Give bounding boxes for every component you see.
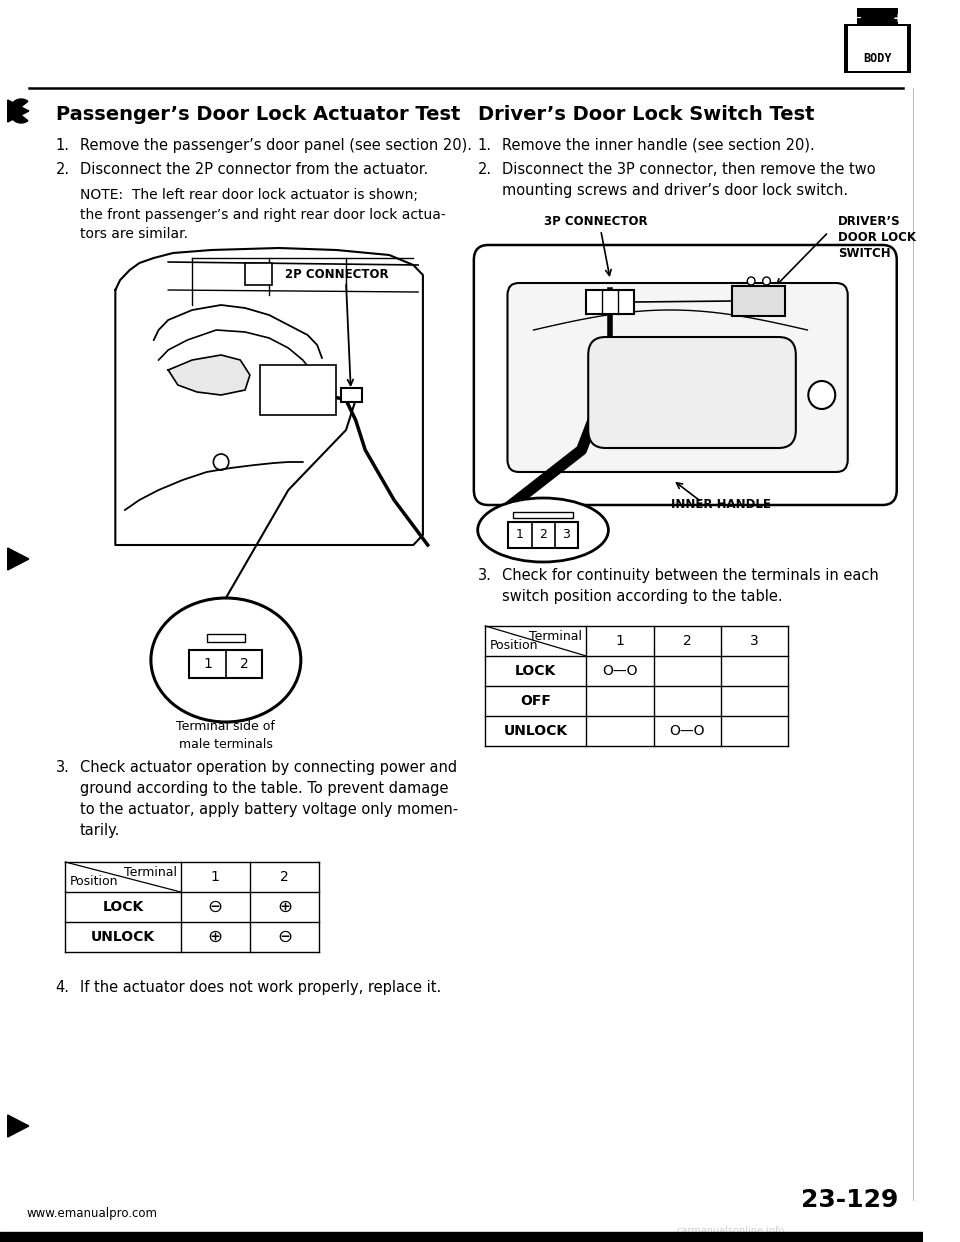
Text: 3P CONNECTOR: 3P CONNECTOR	[544, 215, 648, 229]
Bar	[844, 7, 911, 73]
FancyBboxPatch shape	[588, 337, 796, 448]
Text: 3: 3	[563, 529, 570, 542]
Ellipse shape	[478, 498, 609, 561]
Text: Position: Position	[491, 638, 539, 652]
FancyBboxPatch shape	[474, 245, 897, 505]
Text: 2: 2	[240, 657, 249, 671]
Text: +: +	[893, 11, 903, 25]
Text: Disconnect the 2P connector from the actuator.: Disconnect the 2P connector from the act…	[80, 161, 428, 178]
Bar	[0, 1232, 923, 1242]
Bar	[206, 633, 245, 642]
Text: Driver’s Door Lock Switch Test: Driver’s Door Lock Switch Test	[478, 106, 814, 124]
Text: −: −	[852, 12, 862, 24]
Text: DRIVER’S
DOOR LOCK
SWITCH: DRIVER’S DOOR LOCK SWITCH	[838, 215, 916, 260]
Text: ⊖: ⊖	[276, 928, 292, 946]
Text: 2.: 2.	[56, 161, 70, 178]
Text: UNLOCK: UNLOCK	[504, 724, 568, 738]
Bar	[514, 512, 573, 518]
Text: 1: 1	[615, 633, 624, 648]
Text: 2: 2	[280, 869, 289, 884]
Text: 1: 1	[204, 657, 212, 671]
Text: Terminal: Terminal	[530, 630, 583, 643]
Bar	[259, 365, 336, 415]
Bar	[732, 286, 785, 315]
Text: NOTE:  The left rear door lock actuator is shown;
the front passenger’s and righ: NOTE: The left rear door lock actuator i…	[80, 188, 445, 241]
Text: Disconnect the 3P connector, then remove the two
mounting screws and driver’s do: Disconnect the 3P connector, then remove…	[502, 161, 876, 197]
Text: www.emanualpro.com: www.emanualpro.com	[27, 1207, 157, 1220]
Text: Check actuator operation by connecting power and
ground according to the table. : Check actuator operation by connecting p…	[80, 760, 458, 838]
Bar	[898, 7, 911, 24]
Text: 3: 3	[750, 633, 758, 648]
Text: 1.: 1.	[478, 138, 492, 153]
Polygon shape	[8, 101, 29, 122]
Text: Check for continuity between the terminals in each
switch position according to : Check for continuity between the termina…	[502, 568, 878, 604]
Text: 1.: 1.	[56, 138, 70, 153]
Polygon shape	[168, 355, 250, 395]
Text: ⊕: ⊕	[276, 898, 292, 917]
Circle shape	[808, 381, 835, 409]
Text: 1: 1	[516, 529, 524, 542]
Text: Passenger’s Door Lock Actuator Test: Passenger’s Door Lock Actuator Test	[56, 106, 460, 124]
Text: O—O: O—O	[602, 664, 637, 678]
Text: 3.: 3.	[478, 568, 492, 582]
Bar	[509, 522, 578, 548]
Text: LOCK: LOCK	[103, 900, 144, 914]
Circle shape	[747, 277, 755, 284]
Text: Terminal: Terminal	[124, 866, 177, 879]
Text: INNER HANDLE: INNER HANDLE	[671, 498, 771, 510]
Text: LOCK: LOCK	[516, 664, 557, 678]
Text: 2.: 2.	[478, 161, 492, 178]
Bar	[844, 7, 857, 24]
Bar	[587, 289, 635, 314]
Text: ⊕: ⊕	[207, 928, 223, 946]
Text: Remove the passenger’s door panel (see section 20).: Remove the passenger’s door panel (see s…	[80, 138, 471, 153]
Bar	[341, 388, 362, 402]
Text: 3.: 3.	[56, 760, 70, 775]
Polygon shape	[10, 99, 28, 123]
Text: Remove the inner handle (see section 20).: Remove the inner handle (see section 20)…	[502, 138, 814, 153]
Text: BODY: BODY	[863, 52, 892, 66]
Polygon shape	[8, 548, 29, 570]
Polygon shape	[115, 248, 423, 545]
Text: 4.: 4.	[56, 980, 70, 995]
Text: carmanualsonline.info: carmanualsonline.info	[677, 1226, 784, 1236]
Text: 2: 2	[683, 633, 691, 648]
Text: 23-129: 23-129	[802, 1189, 899, 1212]
Text: Position: Position	[70, 876, 119, 888]
Text: 2P CONNECTOR: 2P CONNECTOR	[284, 268, 388, 281]
Bar	[848, 26, 907, 71]
Text: 2: 2	[540, 529, 547, 542]
Text: O—O: O—O	[669, 724, 705, 738]
Ellipse shape	[151, 597, 300, 722]
Text: Terminal side of
male terminals: Terminal side of male terminals	[177, 720, 276, 751]
Circle shape	[762, 277, 770, 284]
Text: UNLOCK: UNLOCK	[91, 930, 156, 944]
Bar	[245, 263, 272, 284]
Text: OFF: OFF	[520, 694, 551, 708]
Bar	[189, 650, 262, 678]
Polygon shape	[8, 1115, 29, 1136]
Text: 1: 1	[211, 869, 220, 884]
Text: If the actuator does not work properly, replace it.: If the actuator does not work properly, …	[80, 980, 441, 995]
FancyBboxPatch shape	[508, 283, 848, 472]
Text: ⊖: ⊖	[207, 898, 223, 917]
